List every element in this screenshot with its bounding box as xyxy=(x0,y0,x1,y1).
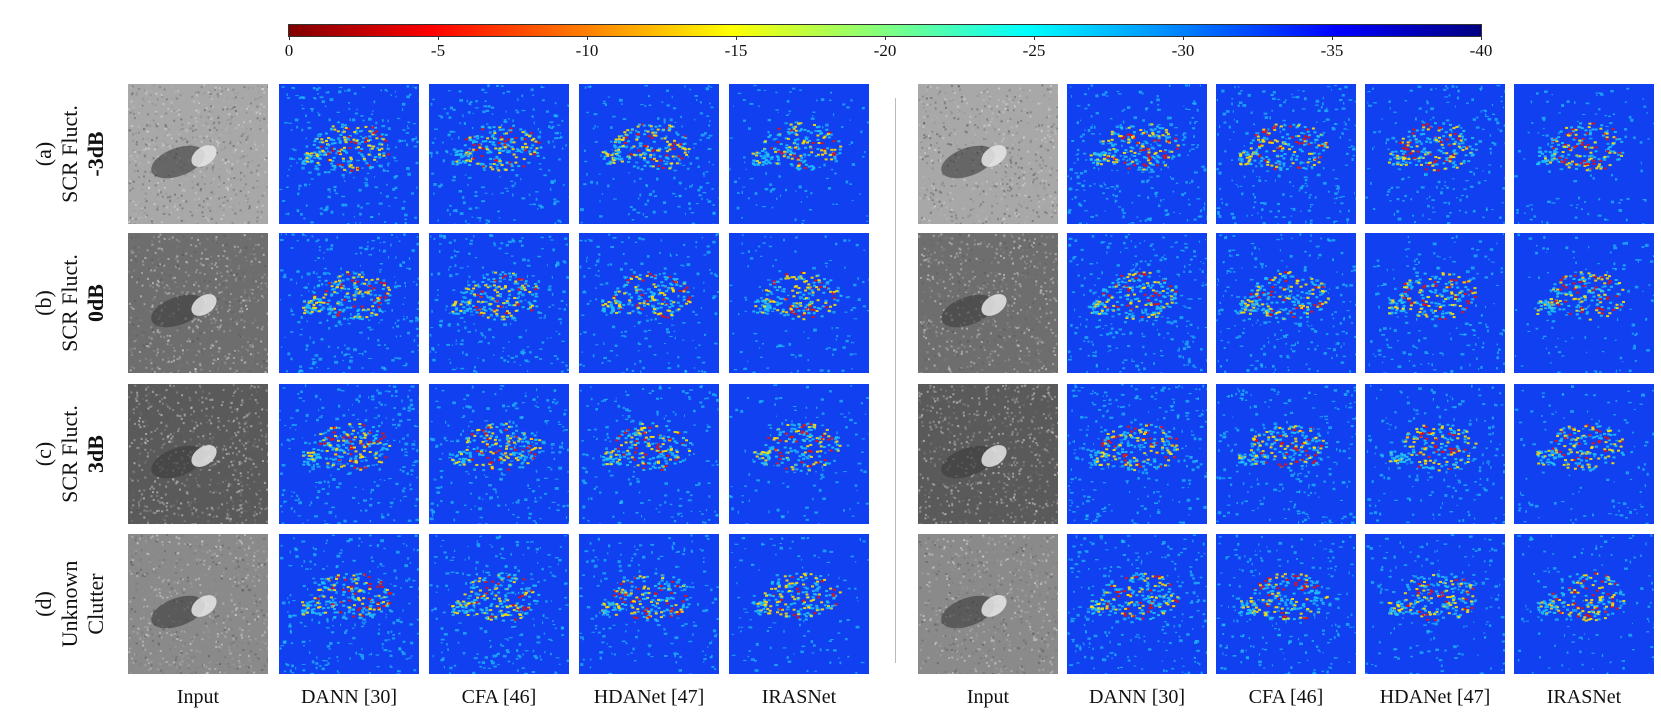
attention-heatmap xyxy=(579,233,719,373)
input-sar-image xyxy=(918,384,1058,524)
row-label: (d) Unknown Clutter xyxy=(31,529,121,679)
attention-heatmap xyxy=(429,233,569,373)
input-sar-image xyxy=(918,233,1058,373)
attention-heatmap xyxy=(1216,534,1356,674)
attention-heatmap xyxy=(1365,384,1505,524)
attention-heatmap xyxy=(1514,384,1654,524)
colorbar-tick-label: -40 xyxy=(1469,41,1493,60)
attention-heatmap xyxy=(279,384,419,524)
attention-heatmap xyxy=(429,534,569,674)
attention-heatmap xyxy=(729,233,869,373)
column-label: Input xyxy=(176,686,220,708)
colorbar-tick-label: 0 xyxy=(284,41,294,60)
row-condition: SCR Fluct. xyxy=(57,405,82,503)
input-sar-image xyxy=(128,534,268,674)
attention-heatmap xyxy=(729,534,869,674)
attention-heatmap xyxy=(1514,233,1654,373)
input-sar-image xyxy=(128,84,268,224)
row-condition: Unknown xyxy=(57,560,82,648)
row-label: (b) SCR Fluct. 0dB xyxy=(31,228,121,378)
attention-heatmap xyxy=(1067,384,1207,524)
column-label: Input xyxy=(966,686,1010,708)
row-letter: (c) xyxy=(31,441,56,467)
colorbar-tick-label: -10 xyxy=(575,41,599,60)
colorbar-tick-label: -30 xyxy=(1171,41,1195,60)
row-level: 3dB xyxy=(83,435,108,473)
attention-heatmap xyxy=(579,384,719,524)
row-label: (a) SCR Fluct. -3dB xyxy=(31,79,121,229)
column-label: CFA [46] xyxy=(1248,686,1324,708)
attention-heatmap xyxy=(1365,233,1505,373)
attention-heatmap xyxy=(1514,534,1654,674)
row-level: Clutter xyxy=(83,573,108,635)
input-sar-image xyxy=(918,534,1058,674)
attention-heatmap xyxy=(729,384,869,524)
attention-heatmap xyxy=(579,534,719,674)
column-label: HDANet [47] xyxy=(593,686,705,708)
input-sar-image xyxy=(128,384,268,524)
row-letter: (d) xyxy=(31,591,56,617)
column-label: IRASNet xyxy=(761,686,837,708)
attention-heatmap xyxy=(1067,84,1207,224)
column-label: HDANet [47] xyxy=(1379,686,1491,708)
colorbar-tick-mark xyxy=(1332,36,1333,40)
colorbar-tick-label: -25 xyxy=(1022,41,1046,60)
panel-divider xyxy=(895,98,896,663)
attention-heatmap xyxy=(1216,233,1356,373)
attention-heatmap xyxy=(1365,84,1505,224)
attention-heatmap xyxy=(279,233,419,373)
attention-heatmap xyxy=(429,384,569,524)
input-sar-image xyxy=(918,84,1058,224)
colorbar-tick-mark xyxy=(1183,36,1184,40)
colorbar-tick-label: -15 xyxy=(724,41,748,60)
colorbar-tick-mark xyxy=(438,36,439,40)
attention-heatmap xyxy=(279,534,419,674)
row-level: 0dB xyxy=(83,284,108,322)
colorbar-tick-mark xyxy=(736,36,737,40)
colorbar-tick-mark xyxy=(289,36,290,40)
column-label: CFA [46] xyxy=(461,686,537,708)
input-sar-image xyxy=(128,233,268,373)
colorbar-tick-label: -5 xyxy=(430,41,446,60)
colorbar-tick-mark xyxy=(1034,36,1035,40)
attention-heatmap xyxy=(1216,384,1356,524)
row-condition: SCR Fluct. xyxy=(57,105,82,203)
row-letter: (b) xyxy=(31,290,56,316)
row-condition: SCR Fluct. xyxy=(57,254,82,352)
attention-heatmap xyxy=(1216,84,1356,224)
attention-heatmap xyxy=(1067,233,1207,373)
column-label: IRASNet xyxy=(1546,686,1622,708)
colorbar-tick-mark xyxy=(587,36,588,40)
colorbar-tick-label: -20 xyxy=(873,41,897,60)
column-label: DANN [30] xyxy=(300,686,398,708)
attention-heatmap xyxy=(579,84,719,224)
attention-heatmap xyxy=(429,84,569,224)
row-level: -3dB xyxy=(83,131,108,177)
attention-heatmap xyxy=(729,84,869,224)
attention-heatmap xyxy=(1067,534,1207,674)
row-label: (c) SCR Fluct. 3dB xyxy=(31,379,121,529)
colorbar-tick-mark xyxy=(885,36,886,40)
column-label: DANN [30] xyxy=(1088,686,1186,708)
colorbar-tick-label: -35 xyxy=(1320,41,1344,60)
attention-heatmap xyxy=(279,84,419,224)
attention-heatmap xyxy=(1365,534,1505,674)
row-letter: (a) xyxy=(31,141,56,167)
attention-heatmap xyxy=(1514,84,1654,224)
colorbar-tick-mark xyxy=(1481,36,1482,40)
